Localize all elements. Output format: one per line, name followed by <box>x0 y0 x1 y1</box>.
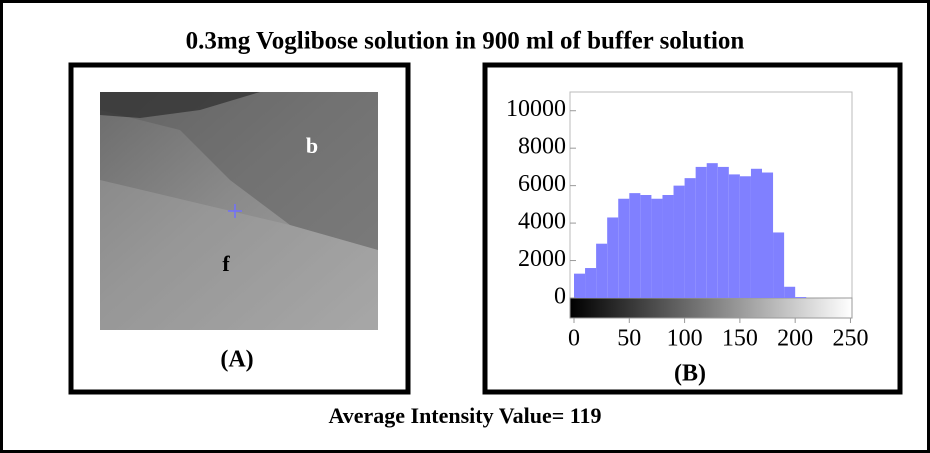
y-tick-label: 4000 <box>518 209 566 235</box>
x-tick-label: 0 <box>568 326 580 352</box>
bar <box>695 166 707 298</box>
bar <box>762 172 774 298</box>
panel-caption: (B) <box>674 361 706 387</box>
x-tick-label: 250 <box>832 326 868 352</box>
panel-a-frame <box>68 62 411 395</box>
bar <box>706 163 718 298</box>
bar <box>784 286 796 298</box>
y-tick-label: 6000 <box>518 171 566 197</box>
bar <box>795 297 807 298</box>
micrograph <box>100 92 378 330</box>
colorbar <box>569 297 853 319</box>
bar <box>739 176 751 298</box>
bar <box>728 174 740 298</box>
panel-caption: (A) <box>220 347 253 373</box>
region-label: f <box>222 251 230 276</box>
x-tick-label: 100 <box>667 326 703 352</box>
bar <box>629 193 641 298</box>
y-tick-label: 10000 <box>506 96 566 122</box>
bar <box>662 195 674 298</box>
x-tick-label: 150 <box>722 326 758 352</box>
bar <box>773 232 785 298</box>
histogram <box>569 91 853 319</box>
bar <box>596 243 608 298</box>
footer: Average Intensity Value= 119 <box>328 403 601 428</box>
title: 0.3mg Voglibose solution in 900 ml of bu… <box>186 28 745 55</box>
y-tick-label: 2000 <box>518 246 566 272</box>
bar <box>684 178 696 298</box>
bar <box>607 217 619 298</box>
bar <box>750 168 762 298</box>
panel-b-frame <box>482 62 903 395</box>
bar <box>574 273 586 298</box>
bar <box>717 166 729 298</box>
y-tick-label: 0 <box>554 284 566 310</box>
x-tick-label: 50 <box>617 326 641 352</box>
region-label: b <box>306 133 318 158</box>
bar <box>651 198 663 298</box>
bar <box>673 185 685 298</box>
x-tick-label: 200 <box>777 326 813 352</box>
bar <box>585 268 597 298</box>
bar <box>640 195 652 298</box>
bar <box>618 198 630 298</box>
y-tick-label: 8000 <box>518 134 566 160</box>
